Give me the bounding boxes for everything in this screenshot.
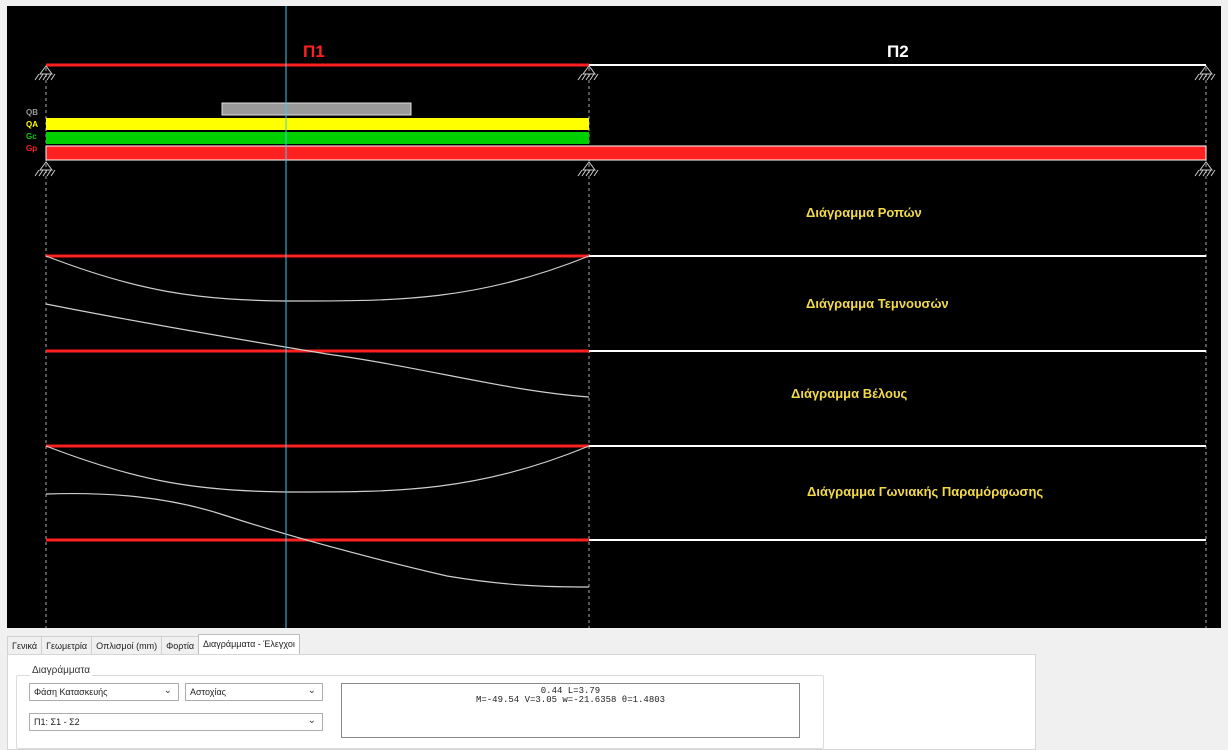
span-select[interactable]: Π1: Σ1 - Σ2 ⌄ (29, 713, 323, 731)
span-label-p1: Π1 (303, 42, 325, 61)
tab-general[interactable]: Γενικά (7, 636, 43, 656)
state-select-value: Αστοχίας (190, 687, 227, 697)
rotation-diagram-title: Διάγραμμα Γωνιακής Παραμόρφωσης (807, 484, 1044, 499)
support-icon-bottom-2 (577, 161, 599, 177)
tab-loads[interactable]: Φορτία (161, 636, 200, 656)
chevron-down-icon: ⌄ (307, 685, 316, 696)
tab-bar: Γενικά Γεωμετρία Οπλισμοί (mm) Φορτία Δι… (7, 634, 300, 657)
load-label-gp: Gp (26, 144, 38, 153)
support-icon-top-2 (577, 65, 599, 81)
span-label-p2: Π2 (887, 42, 909, 61)
tab-reinforcement[interactable]: Οπλισμοί (mm) (91, 636, 163, 656)
beam-diagram-canvas[interactable]: Π1 Π2 QB QA Gc Gp Διάγραμμα Ροπών Διάγρα… (7, 6, 1221, 628)
deflection-diagram-title: Διάγραμμα Βέλους (791, 386, 908, 401)
load-bar-gc[interactable] (46, 132, 589, 144)
shear-curve (45, 303, 590, 398)
deflection-curve (45, 445, 590, 493)
shear-diagram-title: Διάγραμμα Τεμνουσών (806, 296, 949, 311)
phase-select[interactable]: Φάση Κατασκευής ⌄ (29, 683, 179, 701)
support-icon-top-1 (34, 65, 56, 81)
moment-diagram-title: Διάγραμμα Ροπών (806, 205, 922, 220)
diagrams-group-title: Διαγράμματα (30, 665, 93, 676)
moment-curve (45, 255, 590, 302)
results-position: 0.44 L=3.79 (540, 686, 601, 696)
support-icon-bottom-1 (34, 161, 56, 177)
rotation-curve (45, 492, 590, 588)
state-select[interactable]: Αστοχίας ⌄ (185, 683, 323, 701)
load-label-gc: Gc (26, 132, 37, 141)
chevron-down-icon: ⌄ (307, 715, 316, 726)
results-values: M=-49.54 V=3.05 w=-21.6358 θ=1.4803 (475, 695, 666, 705)
load-bar-gp[interactable] (45, 145, 1207, 161)
load-label-qa: QA (26, 120, 38, 129)
load-bar-qb[interactable] (221, 102, 412, 116)
beam-diagram-svg[interactable] (7, 6, 1221, 628)
phase-select-value: Φάση Κατασκευής (34, 687, 108, 697)
load-label-qb: QB (26, 108, 38, 117)
diagrams-groupbox (16, 675, 824, 749)
load-bar-qa[interactable] (46, 118, 589, 130)
support-icon-top-3 (1194, 65, 1216, 81)
tab-diagrams-checks[interactable]: Διαγράμματα - Έλεγχοι (198, 634, 300, 657)
results-readout: 0.44 L=3.79 M=-49.54 V=3.05 w=-21.6358 θ… (341, 683, 800, 738)
span-select-value: Π1: Σ1 - Σ2 (34, 717, 80, 727)
support-icon-bottom-3 (1194, 161, 1216, 177)
tab-geometry[interactable]: Γεωμετρία (41, 636, 93, 656)
chevron-down-icon: ⌄ (163, 685, 172, 696)
